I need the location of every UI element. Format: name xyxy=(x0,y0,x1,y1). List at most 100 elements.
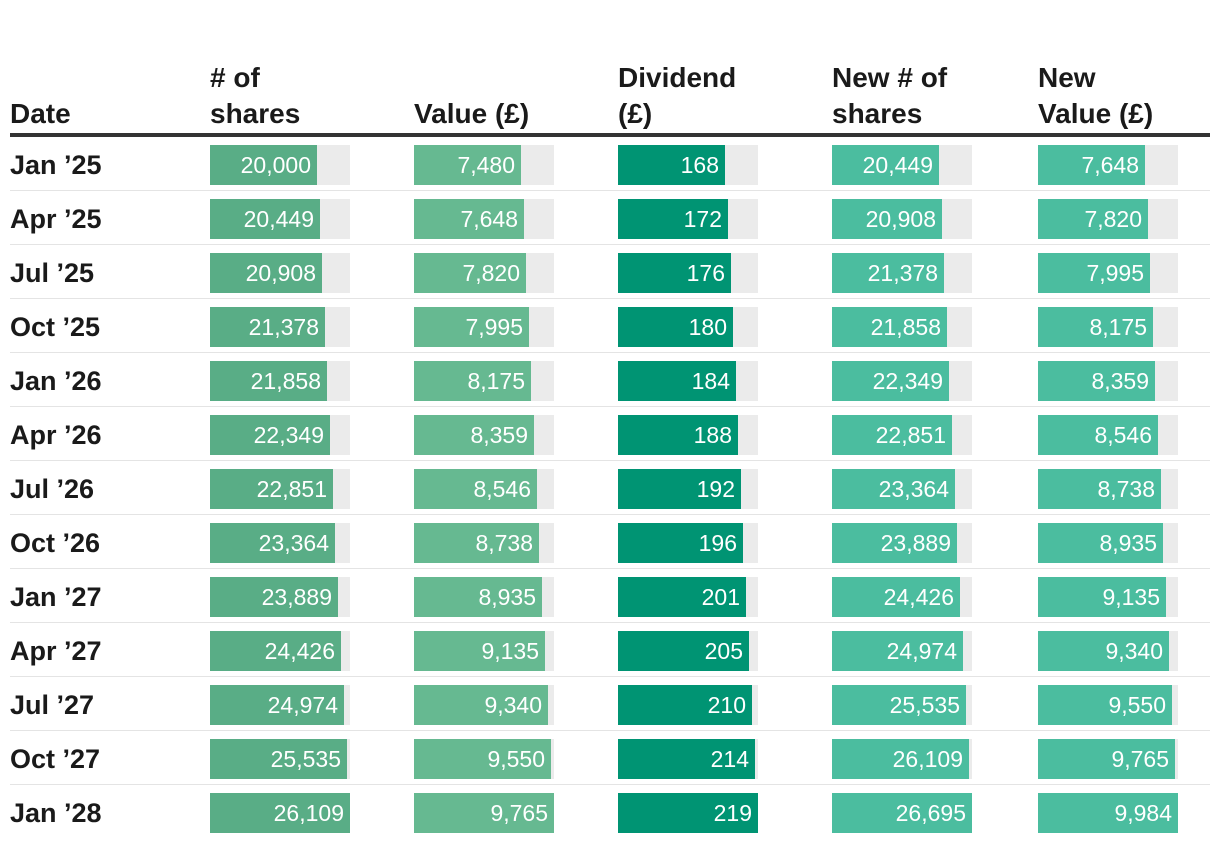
bar-track-dividend: 184 xyxy=(618,361,758,401)
bar-shares xyxy=(210,685,344,725)
bar-value xyxy=(414,685,548,725)
row-date: Jul ’27 xyxy=(10,690,95,720)
bar-shares xyxy=(210,253,322,293)
table-row: Oct ’26 23,364 8,738 196 23,889 8,935 xyxy=(10,515,1210,569)
data-label-value: 9,550 xyxy=(487,746,545,772)
bar-track-value: 9,765 xyxy=(414,793,554,833)
bar-shares xyxy=(210,415,330,455)
data-label-new-shares: 26,109 xyxy=(892,746,963,772)
header-rule xyxy=(10,133,1210,137)
bar-track-value: 8,935 xyxy=(414,577,554,617)
table-row: Oct ’27 25,535 9,550 214 26,109 9,765 xyxy=(10,731,1210,785)
data-label-new-shares: 21,858 xyxy=(870,314,941,340)
row-divider xyxy=(10,514,1210,515)
row-date: Jan ’27 xyxy=(10,582,102,612)
bar-track-new-value: 8,738 xyxy=(1038,469,1178,509)
bar-track-shares: 26,109 xyxy=(210,793,350,833)
bar-dividend xyxy=(618,253,731,293)
data-label-new-shares: 23,889 xyxy=(880,530,951,556)
bar-track-new-value: 9,550 xyxy=(1038,685,1178,725)
bar-track-shares: 22,349 xyxy=(210,415,350,455)
bar-value xyxy=(414,145,521,185)
table-row: Apr ’25 20,449 7,648 172 20,908 7,820 xyxy=(10,191,1210,245)
bar-track-shares: 21,378 xyxy=(210,307,350,347)
bar-value xyxy=(414,253,526,293)
bar-track-dividend: 192 xyxy=(618,469,758,509)
bar-value xyxy=(414,577,542,617)
data-label-shares: 22,349 xyxy=(253,422,324,448)
data-label-dividend: 184 xyxy=(691,368,730,394)
bar-track-new-value: 8,359 xyxy=(1038,361,1178,401)
bar-track-new-shares: 21,858 xyxy=(832,307,972,347)
data-label-new-shares: 22,349 xyxy=(872,368,943,394)
table-row: Jul ’25 20,908 7,820 176 21,378 7,995 xyxy=(10,245,1210,299)
bar-track-new-shares: 22,349 xyxy=(832,361,972,401)
data-label-new-shares: 22,851 xyxy=(875,422,946,448)
bar-track-value: 9,550 xyxy=(414,739,554,779)
bar-shares xyxy=(210,793,350,833)
bar-new-value xyxy=(1038,685,1172,725)
bar-dividend xyxy=(618,631,749,671)
data-label-new-value: 7,995 xyxy=(1086,260,1144,286)
bar-track-new-value: 9,340 xyxy=(1038,631,1178,671)
header-shares: # of shares xyxy=(210,62,301,129)
bar-new-value xyxy=(1038,415,1158,455)
bar-track-value: 7,480 xyxy=(414,145,554,185)
bar-value xyxy=(414,631,545,671)
header-dividend: Dividend (£) xyxy=(618,62,737,129)
bar-track-new-shares: 20,449 xyxy=(832,145,972,185)
bar-value xyxy=(414,361,531,401)
bar-track-new-value: 7,820 xyxy=(1038,199,1178,239)
bar-track-shares: 24,426 xyxy=(210,631,350,671)
bar-track-shares: 24,974 xyxy=(210,685,350,725)
bar-track-new-shares: 23,889 xyxy=(832,523,972,563)
data-label-dividend: 176 xyxy=(686,260,725,286)
data-label-new-value: 8,738 xyxy=(1097,476,1155,502)
bar-new-shares xyxy=(832,199,942,239)
bar-new-shares xyxy=(832,631,963,671)
data-label-shares: 22,851 xyxy=(256,476,327,502)
row-date: Jan ’28 xyxy=(10,798,102,828)
bar-track-new-value: 8,546 xyxy=(1038,415,1178,455)
header-new-value: New Value (£) xyxy=(1038,62,1154,129)
data-label-shares: 24,974 xyxy=(267,692,338,718)
data-label-dividend: 192 xyxy=(696,476,735,502)
row-date: Jan ’26 xyxy=(10,366,102,396)
data-label-dividend: 196 xyxy=(698,530,737,556)
bar-dividend xyxy=(618,685,752,725)
header-value: Value (£) xyxy=(414,98,530,129)
bar-dividend xyxy=(618,577,746,617)
data-label-dividend: 168 xyxy=(680,152,719,178)
bar-new-shares xyxy=(832,739,969,779)
data-label-value: 9,340 xyxy=(484,692,542,718)
data-label-shares: 26,109 xyxy=(273,800,344,826)
row-date: Oct ’27 xyxy=(10,744,101,774)
data-label-new-shares: 24,974 xyxy=(886,638,957,664)
data-label-shares: 23,364 xyxy=(258,530,329,556)
bar-shares xyxy=(210,469,333,509)
bar-track-dividend: 205 xyxy=(618,631,758,671)
bar-new-value xyxy=(1038,523,1163,563)
row-divider xyxy=(10,406,1210,407)
bar-shares xyxy=(210,145,317,185)
bar-new-shares xyxy=(832,145,939,185)
data-label-value: 9,765 xyxy=(490,800,548,826)
data-label-new-shares: 25,535 xyxy=(889,692,960,718)
bar-new-shares xyxy=(832,793,972,833)
bar-new-value xyxy=(1038,145,1145,185)
bar-track-value: 8,175 xyxy=(414,361,554,401)
data-label-dividend: 188 xyxy=(693,422,732,448)
bar-track-dividend: 201 xyxy=(618,577,758,617)
bar-new-shares xyxy=(832,307,947,347)
bar-shares xyxy=(210,631,341,671)
bar-track-shares: 20,449 xyxy=(210,199,350,239)
bar-track-new-value: 8,935 xyxy=(1038,523,1178,563)
table-row: Apr ’26 22,349 8,359 188 22,851 8,546 xyxy=(10,407,1210,461)
bar-track-value: 8,546 xyxy=(414,469,554,509)
bar-new-shares xyxy=(832,685,966,725)
data-label-dividend: 214 xyxy=(710,746,749,772)
bar-track-new-shares: 23,364 xyxy=(832,469,972,509)
bar-new-shares xyxy=(832,361,949,401)
data-label-dividend: 172 xyxy=(683,206,722,232)
table-row: Jan ’28 26,109 9,765 219 26,695 9,984 xyxy=(10,785,1210,839)
